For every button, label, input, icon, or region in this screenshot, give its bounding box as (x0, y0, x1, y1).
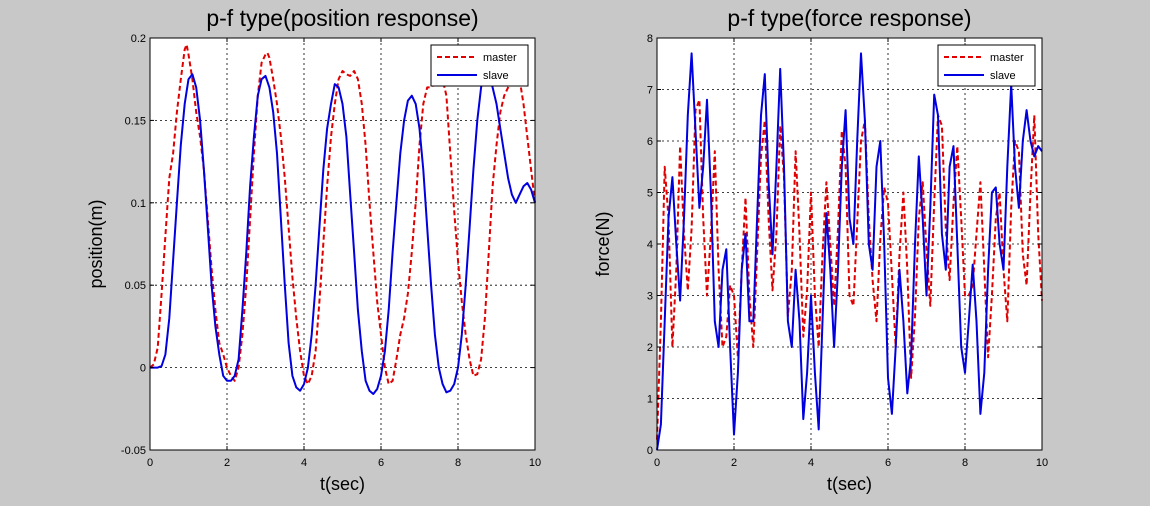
legend-label-master: master (483, 52, 517, 64)
y-tick-label: 0.15 (125, 115, 146, 127)
x-tick-label: 4 (301, 457, 307, 469)
y-tick-label: 4 (647, 239, 653, 251)
y-tick-label: 6 (647, 136, 653, 148)
axes-frame (149, 37, 536, 451)
x-tick-label: 8 (455, 457, 461, 469)
x-axis-label: t(sec) (827, 474, 872, 494)
y-tick-label: 2 (647, 342, 653, 354)
series-line-slave (656, 52, 1043, 451)
legend: master slave (937, 44, 1036, 87)
x-tick-label: 0 (654, 457, 660, 469)
x-tick-label: 10 (1036, 457, 1048, 469)
x-tick-label: 4 (808, 457, 814, 469)
y-tick-label: 0.1 (131, 198, 146, 210)
chart-title: p-f type(force response) (727, 5, 971, 31)
plot-area (657, 38, 1042, 450)
legend-box (430, 44, 529, 87)
chart-title: p-f type(position response) (206, 5, 478, 31)
x-tick-label: 0 (147, 457, 153, 469)
x-tick-label: 2 (731, 457, 737, 469)
series-line-master (149, 43, 536, 386)
legend-label-master: master (990, 52, 1024, 64)
y-tick-label: 0.05 (125, 280, 146, 292)
legend-box (937, 44, 1036, 87)
y-tick-label: -0.05 (121, 445, 146, 457)
x-tick-label: 6 (378, 457, 384, 469)
x-tick-label: 8 (962, 457, 968, 469)
y-tick-label: 0 (647, 445, 653, 457)
y-axis-label: position(m) (86, 199, 106, 288)
y-tick-label: 1 (647, 394, 653, 406)
series-line-master (656, 98, 1043, 440)
x-tick-label: 6 (885, 457, 891, 469)
series-line-slave (150, 70, 536, 395)
y-tick-label: 7 (647, 85, 653, 97)
x-axis-label: t(sec) (320, 474, 365, 494)
y-tick-label: 3 (647, 291, 653, 303)
legend: master slave (430, 44, 529, 87)
legend-label-slave: slave (990, 70, 1016, 82)
force-response-chart: 0 2 4 6 8 10 0 1 2 3 4 5 6 7 8 p-f type(force response)… (593, 5, 1048, 494)
y-tick-label: 0 (140, 363, 146, 375)
y-tick-label: 0.2 (131, 33, 146, 45)
x-tick-label: 2 (224, 457, 230, 469)
y-tick-label: 8 (647, 33, 653, 45)
legend-label-slave: slave (483, 70, 509, 82)
x-tick-label: 10 (529, 457, 541, 469)
y-axis-label: force(N) (593, 211, 613, 276)
y-tick-label: 5 (647, 188, 653, 200)
